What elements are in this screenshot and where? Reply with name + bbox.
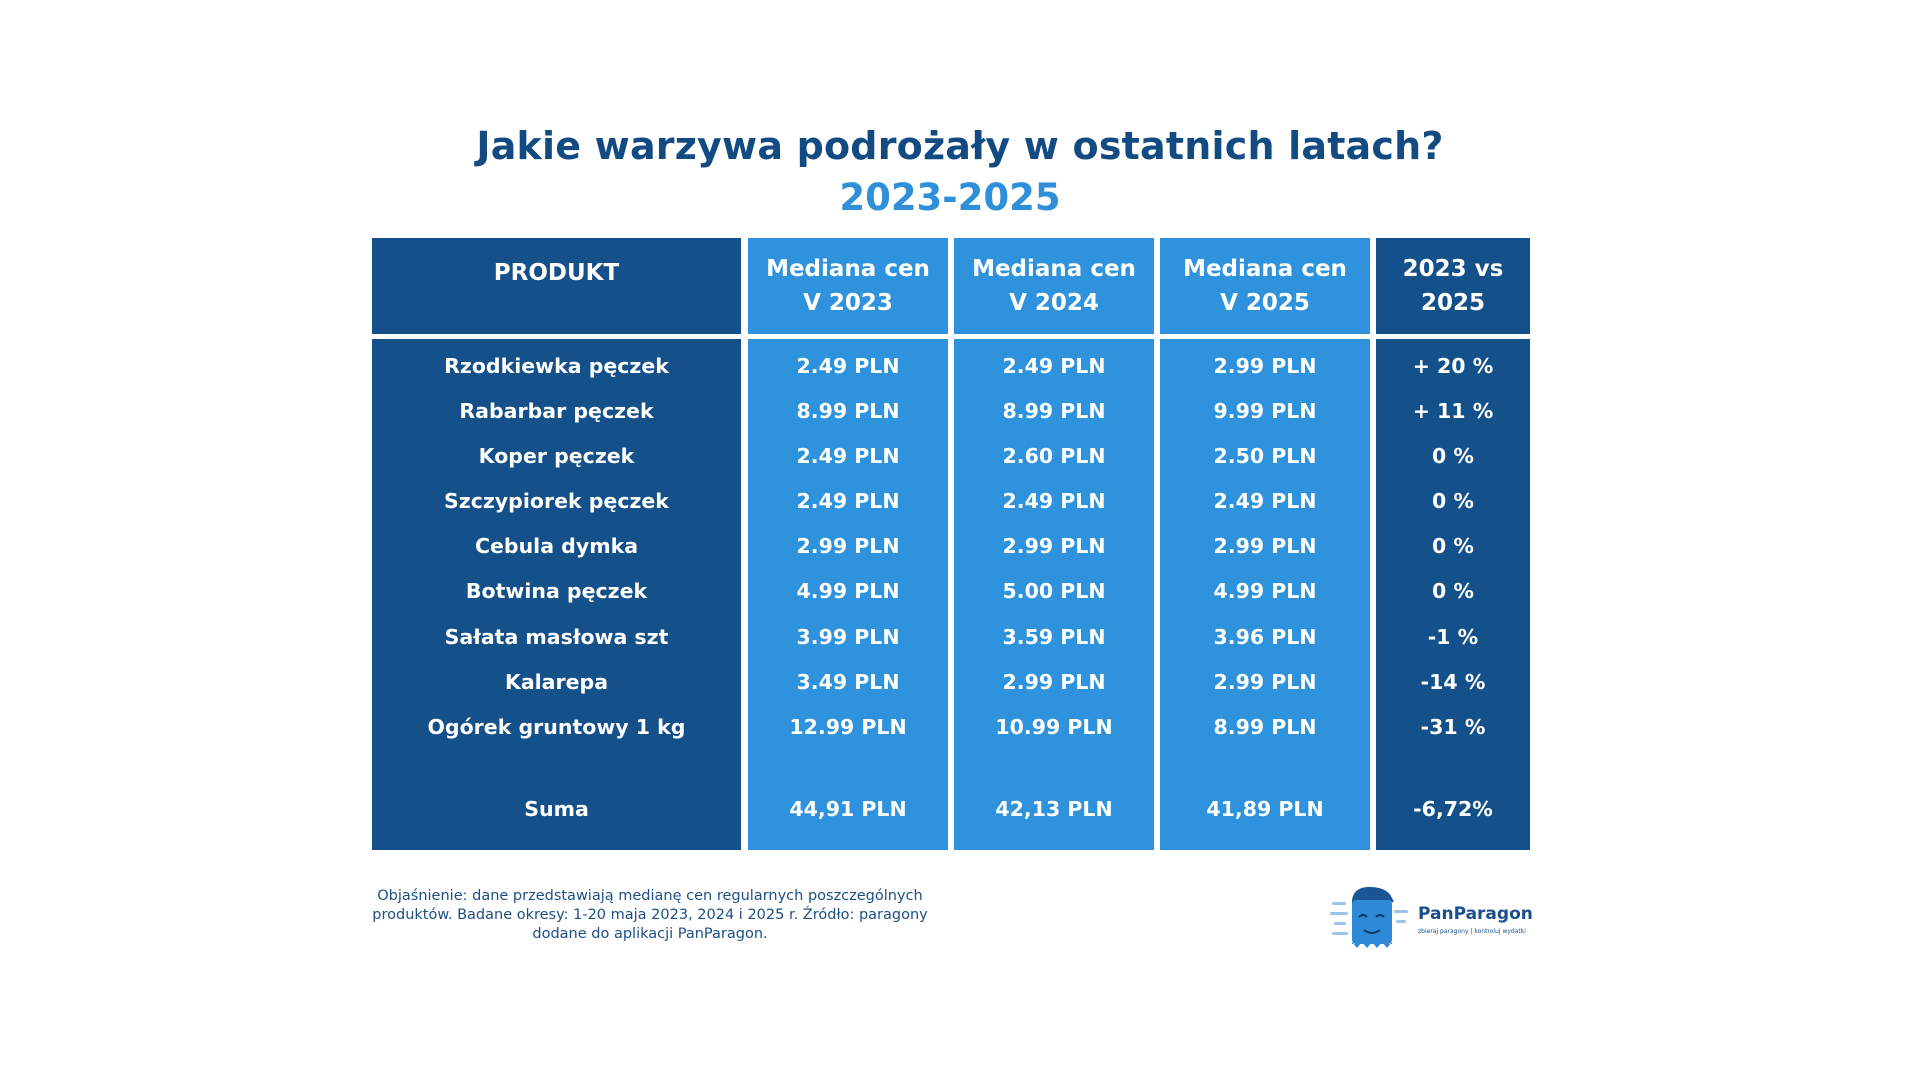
footnote: Objaśnienie: dane przedstawiają medianę … — [372, 888, 928, 942]
table-cell: 3.59 PLN — [1002, 625, 1106, 649]
column-header-line: V 2024 — [1009, 290, 1099, 316]
table-cell: 2.99 PLN — [1213, 534, 1317, 558]
product-name-cell: Rzodkiewka pęczek — [444, 354, 669, 378]
table-cell: + 11 % — [1412, 399, 1494, 423]
table-cell: 2.49 PLN — [796, 354, 900, 378]
header-divider — [372, 334, 741, 339]
product-name-cell: Rabarbar pęczek — [459, 399, 654, 423]
column-header: Mediana cen V 2024 — [954, 238, 1154, 334]
table-cell: 2.49 PLN — [796, 444, 900, 468]
header-divider — [1376, 334, 1530, 339]
table-column: PRODUKT Rzodkiewka pęczek Rabarbar pęczek K… — [372, 238, 741, 850]
table-cell: -1 % — [1427, 625, 1479, 649]
header-divider — [1160, 334, 1370, 339]
table-cell: 4.99 PLN — [1213, 579, 1317, 603]
table-cell: 2.49 PLN — [1213, 489, 1317, 513]
table-cell: 2.99 PLN — [796, 534, 900, 558]
table-cell: 0 % — [1432, 489, 1474, 513]
table-cell: 9.99 PLN — [1213, 399, 1317, 423]
column-header: Mediana cen V 2025 — [1160, 238, 1370, 334]
table-cell: 2.49 PLN — [796, 489, 900, 513]
table-cell: 2.99 PLN — [1002, 670, 1106, 694]
total-cell: 41,89 PLN — [1206, 797, 1324, 821]
product-name-cell: Cebula dymka — [474, 534, 639, 558]
total-cell: 42,13 PLN — [995, 797, 1113, 821]
product-name-cell: Ogórek gruntowy 1 kg — [427, 715, 686, 739]
total-cell: Suma — [524, 797, 589, 821]
table-cell: 2.99 PLN — [1002, 534, 1106, 558]
table-cell: 2.60 PLN — [1002, 444, 1106, 468]
table-cell: 10.99 PLN — [995, 715, 1113, 739]
table-cell: 2.99 PLN — [1213, 670, 1317, 694]
table-cell: 2.49 PLN — [1002, 489, 1106, 513]
table-cell: 8.99 PLN — [1002, 399, 1106, 423]
table-cell: -14 % — [1420, 670, 1486, 694]
product-name-cell: Sałata masłowa szt — [444, 625, 669, 649]
table-column: 2023 vs 2025 + 20 % + 11 % 0 % 0 % 0 % 0 % -1 %… — [1376, 238, 1530, 850]
column-header: 2023 vs 2025 — [1376, 238, 1530, 334]
table-column: Mediana cen V 2023 2.49 PLN 8.99 PLN 2.49 PL… — [748, 238, 948, 850]
column-header: Mediana cen V 2023 — [748, 238, 948, 334]
column-header-line: PRODUKT — [493, 260, 620, 286]
table-cell: 3.49 PLN — [796, 670, 900, 694]
table-cell: 2.50 PLN — [1213, 444, 1317, 468]
table-cell: 0 % — [1432, 579, 1474, 603]
table-cell: 3.96 PLN — [1213, 625, 1317, 649]
product-name-cell: Szczypiorek pęczek — [444, 489, 669, 513]
column-header-text: Mediana cen V 2023 — [766, 252, 930, 320]
table-cell: 8.99 PLN — [796, 399, 900, 423]
column-header-text: PRODUKT — [494, 256, 619, 290]
table-cell: 5.00 PLN — [1002, 579, 1106, 603]
total-cell: 44,91 PLN — [789, 797, 907, 821]
column-header: PRODUKT — [372, 238, 741, 334]
column-header-text: Mediana cen V 2025 — [1183, 252, 1347, 320]
table-cell: + 20 % — [1412, 354, 1494, 378]
column-header-line: V 2025 — [1220, 290, 1310, 316]
chart-title: Jakie warzywa podrożały w ostatnich lata… — [476, 124, 1444, 168]
column-header-line: V 2023 — [803, 290, 893, 316]
column-header-line: Mediana cen — [766, 256, 930, 282]
header-divider — [748, 334, 948, 339]
table-cell: 0 % — [1432, 534, 1474, 558]
chart-subtitle: 2023-2025 — [839, 176, 1061, 219]
column-header-line: 2023 vs 2025 — [1402, 256, 1504, 316]
price-table: PRODUKT Rzodkiewka pęczek Rabarbar pęczek K… — [372, 238, 1530, 850]
product-name-cell: Botwina pęczek — [465, 579, 648, 603]
product-name-cell: Kalarepa — [504, 670, 609, 694]
panparagon-logo: PanParagon zbieraj paragony | kontroluj … — [1330, 882, 1533, 952]
header-divider — [954, 334, 1154, 339]
table-cell: 4.99 PLN — [796, 579, 900, 603]
table-cell: 2.99 PLN — [1213, 354, 1317, 378]
column-header-text: Mediana cen V 2024 — [972, 252, 1136, 320]
total-cell: -6,72% — [1413, 797, 1493, 821]
logo-name: PanParagon — [1418, 904, 1533, 924]
table-cell: 3.99 PLN — [796, 625, 900, 649]
column-header-text: 2023 vs 2025 — [1376, 252, 1530, 320]
table-cell: 12.99 PLN — [789, 715, 907, 739]
table-cell: -31 % — [1420, 715, 1486, 739]
column-header-line: Mediana cen — [972, 256, 1136, 282]
table-column: Mediana cen V 2025 2.99 PLN 9.99 PLN 2.50 PL… — [1160, 238, 1370, 850]
product-name-cell: Koper pęczek — [478, 444, 635, 468]
table-cell: 8.99 PLN — [1213, 715, 1317, 739]
column-header-line: Mediana cen — [1183, 256, 1347, 282]
table-cell: 0 % — [1432, 444, 1474, 468]
table-column: Mediana cen V 2024 2.49 PLN 8.99 PLN 2.60 PL… — [954, 238, 1154, 850]
mascot-icon — [1330, 886, 1408, 948]
table-cell: 2.49 PLN — [1002, 354, 1106, 378]
logo-tagline: zbieraj paragony | kontroluj wydatki — [1418, 928, 1526, 935]
